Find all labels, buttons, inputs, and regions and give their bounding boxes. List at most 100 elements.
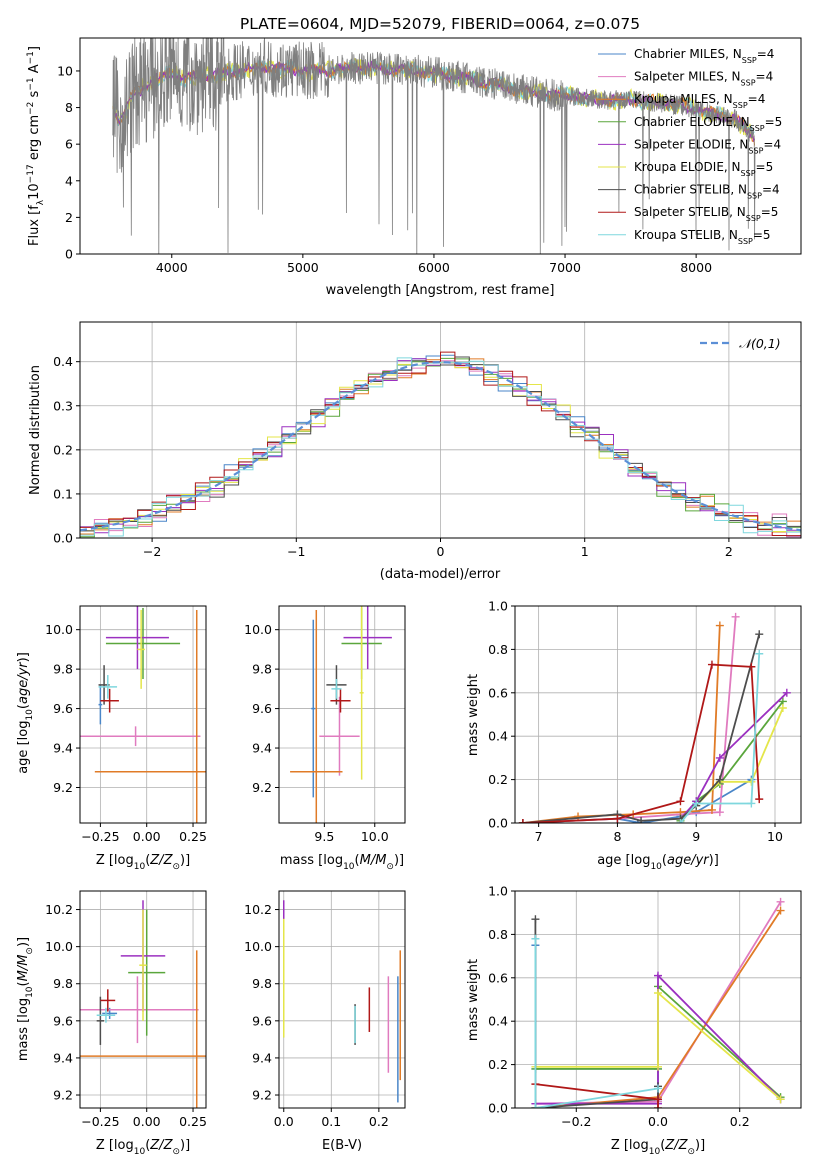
weight-marker [676, 797, 685, 806]
axes-spectrum: 4000 5000 6000 7000 8000 0 2 4 6 8 10 wavelength [A… [26, 37, 802, 298]
y-tick-label: 9.2 [53, 780, 73, 795]
weight-marker [654, 1095, 662, 1104]
y-tick-label: 0.2 [488, 1057, 508, 1072]
x-tick-label: 8 [613, 829, 621, 844]
x-tick-label: 5000 [287, 260, 319, 275]
x-axis-label: age [log10(age/yr)] [597, 853, 719, 872]
weight-marker [715, 621, 724, 630]
y-tick-label: 9.4 [252, 741, 272, 756]
y-tick-label: 10.0 [244, 939, 272, 954]
weight-line [522, 663, 761, 823]
error-bar-point [137, 609, 145, 689]
x-tick-label: 6000 [418, 260, 450, 275]
weight-marker [654, 1084, 662, 1093]
y-tick-label: 9.6 [252, 701, 272, 716]
x-tick-label: 0.1 [321, 1114, 341, 1129]
y-axis-label: mass weight [466, 959, 481, 1041]
weight-marker [747, 662, 756, 671]
histogram-step [80, 351, 801, 537]
plot-area [80, 351, 801, 538]
y-tick-label: 0.2 [53, 442, 73, 457]
y-axis-label: Flux [fλ10−17 erg cm−2 s−1 A−1] [26, 46, 46, 246]
axes-residuals: −2 −1 0 1 2 0.0 0.1 0.2 0.3 0.4 (data-model)/error… [28, 321, 802, 582]
x-tick-label: 0.0 [274, 1114, 294, 1129]
weight-marker [637, 816, 646, 823]
axes-frame [514, 605, 802, 824]
y-tick-label: 9.2 [252, 1088, 272, 1103]
weight-line [679, 692, 788, 820]
y-tick-label: 0.6 [488, 685, 508, 700]
weight-marker [574, 812, 583, 821]
legend-label: 𝒩(0,1) [739, 336, 781, 351]
y-tick-label: 9.4 [53, 1050, 73, 1065]
error-bar-point [98, 675, 118, 699]
weight-marker [731, 612, 740, 621]
y-tick-label: 9.4 [53, 741, 73, 756]
legend-label: Chabrier ELODIE, NSSP=5 [634, 115, 782, 133]
weight-line [522, 625, 721, 823]
x-tick-label: 0.00 [133, 1114, 161, 1129]
y-tick-label: 0.6 [488, 970, 508, 985]
error-bar-point [105, 607, 181, 679]
x-tick-label: 7 [535, 829, 543, 844]
axes-mass_age: 9.5 10.0 9.2 9.4 9.6 9.8 10.0 mass [log10(M/M⊙)… [244, 605, 406, 872]
plot-area [531, 897, 785, 1108]
axes-ebv_mass: 0.0 0.1 0.2 9.2 9.4 9.6 9.8 10.0 10.2 E(B-V) [244, 890, 406, 1153]
axes-age_weight: 7 8 9 10 0.0 0.2 0.4 0.6 0.8 1.0 age [log10(age/yr… [466, 599, 802, 872]
error-bar-point [96, 1007, 116, 1023]
x-tick-label: 0.2 [369, 1114, 389, 1129]
weight-line [522, 616, 737, 823]
figure-title: PLATE=0604, MJD=52079, FIBERID=0064, z=0… [240, 15, 640, 33]
weight-marker [747, 777, 756, 786]
error-bar-point [80, 976, 199, 1044]
error-bar-point [100, 989, 116, 1012]
weight-marker [782, 688, 791, 697]
y-tick-label: 0.3 [53, 398, 73, 413]
legend: Chabrier MILES, NSSP=4 Salpeter MILES, NS… [598, 47, 782, 245]
weight-marker [755, 630, 764, 639]
weight-marker [755, 795, 764, 804]
x-axis-label: wavelength [Angstrom, rest frame] [326, 283, 555, 298]
y-tick-label: 9.6 [53, 1013, 73, 1028]
weight-marker [747, 799, 756, 808]
normal-curve [80, 360, 801, 532]
y-tick-label: 8 [65, 100, 73, 115]
y-tick-label: 0.4 [53, 354, 73, 369]
x-tick-label: 9.5 [314, 829, 334, 844]
error-bar-point [319, 696, 360, 776]
y-tick-label: 10 [57, 63, 73, 78]
y-tick-label: 0.0 [53, 531, 73, 546]
axes-frame [278, 605, 406, 824]
error-bar-point [94, 609, 206, 823]
error-bar-point [343, 606, 392, 670]
legend-label: Kroupa ELODIE, NSSP=5 [634, 160, 773, 178]
weight-marker [654, 1104, 662, 1108]
y-axis-label: mass [log10(M/M⊙)] [16, 937, 35, 1061]
error-bar-point [330, 688, 351, 713]
legend-label: Chabrier STELIB, NSSP=4 [634, 183, 780, 201]
x-tick-label: 10 [767, 829, 783, 844]
error-bar-point [105, 606, 169, 670]
x-axis-label: E(B-V) [322, 1138, 362, 1153]
error-bar-point [80, 726, 201, 747]
axes-Z_mass: −0.25 0.00 0.25 9.2 9.4 9.6 9.8 10.0 10.2 Z [log1… [16, 890, 207, 1157]
y-tick-label: 0.2 [488, 772, 508, 787]
plot-area [283, 900, 401, 1103]
y-tick-label: 9.6 [53, 701, 73, 716]
weight-line [535, 991, 782, 1100]
y-axis-label: mass weight [466, 674, 481, 756]
weight-marker [676, 819, 685, 823]
error-bar-point [359, 606, 364, 780]
axes-Z_weight: −0.2 0.0 0.2 0.0 0.2 0.4 0.6 0.8 1.0 Z [log10(Z/Z… [466, 884, 802, 1157]
weight-marker [531, 1104, 540, 1108]
x-tick-label: 4000 [156, 260, 188, 275]
x-tick-label: 0 [437, 544, 445, 559]
error-bar-point [96, 996, 105, 1045]
x-tick-label: 2 [725, 544, 733, 559]
x-axis-label: (data-model)/error [380, 567, 501, 582]
y-tick-label: 0.4 [488, 1014, 508, 1029]
axes-frame [79, 890, 207, 1109]
axes-frame [79, 605, 207, 824]
x-tick-label: 0.25 [179, 829, 207, 844]
x-tick-label: 0.00 [133, 829, 161, 844]
